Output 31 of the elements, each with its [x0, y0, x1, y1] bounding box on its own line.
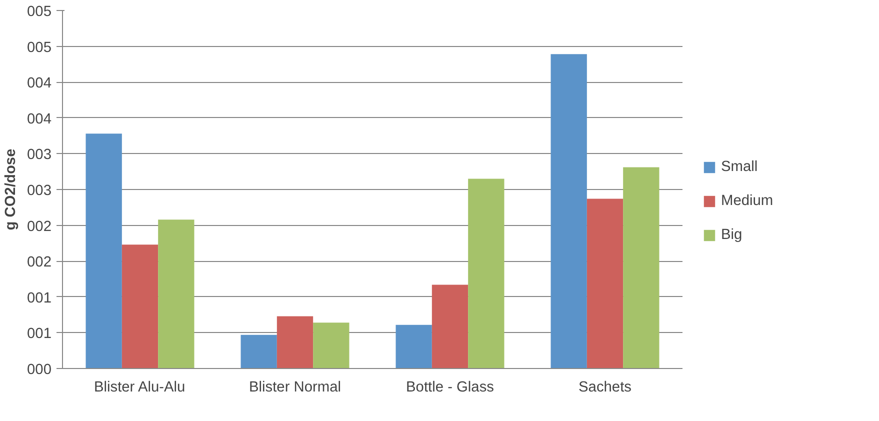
bar: [550, 54, 587, 368]
x-tick-label: Blister Normal: [248, 380, 342, 396]
bar: [623, 167, 660, 368]
legend-label: Medium: [721, 192, 774, 208]
bar: [122, 244, 158, 368]
y-tick-label: 004: [27, 111, 52, 128]
legend-label: Big: [721, 226, 742, 242]
bar: [432, 284, 468, 368]
bar: [396, 324, 432, 368]
x-tick-label: Blister Alu-Alu: [94, 380, 186, 396]
y-tick-label: 005: [27, 40, 52, 56]
bar: [468, 178, 504, 368]
y-tick-label: 000: [27, 362, 52, 378]
y-tick-label: 002: [27, 218, 52, 235]
bar: [158, 220, 194, 368]
y-tick-label: 001: [27, 290, 52, 306]
y-tick-label: 003: [27, 147, 52, 164]
y-tick-label: 002: [27, 254, 52, 271]
y-axis-title: g CO2/dose: [3, 148, 20, 230]
x-tick-label: Bottle - Glass: [406, 380, 494, 396]
legend-label: Small: [721, 158, 758, 174]
x-tick-label: Sachets: [578, 380, 632, 396]
y-tick-label: 003: [27, 183, 52, 199]
bar: [276, 316, 314, 368]
bar: [240, 334, 277, 368]
bar: [86, 134, 122, 368]
y-tick-label: 005: [27, 4, 52, 20]
y-tick-label: 004: [27, 76, 52, 92]
bar: [313, 322, 350, 368]
y-tick-label: 001: [27, 326, 52, 342]
bar: [586, 198, 624, 368]
